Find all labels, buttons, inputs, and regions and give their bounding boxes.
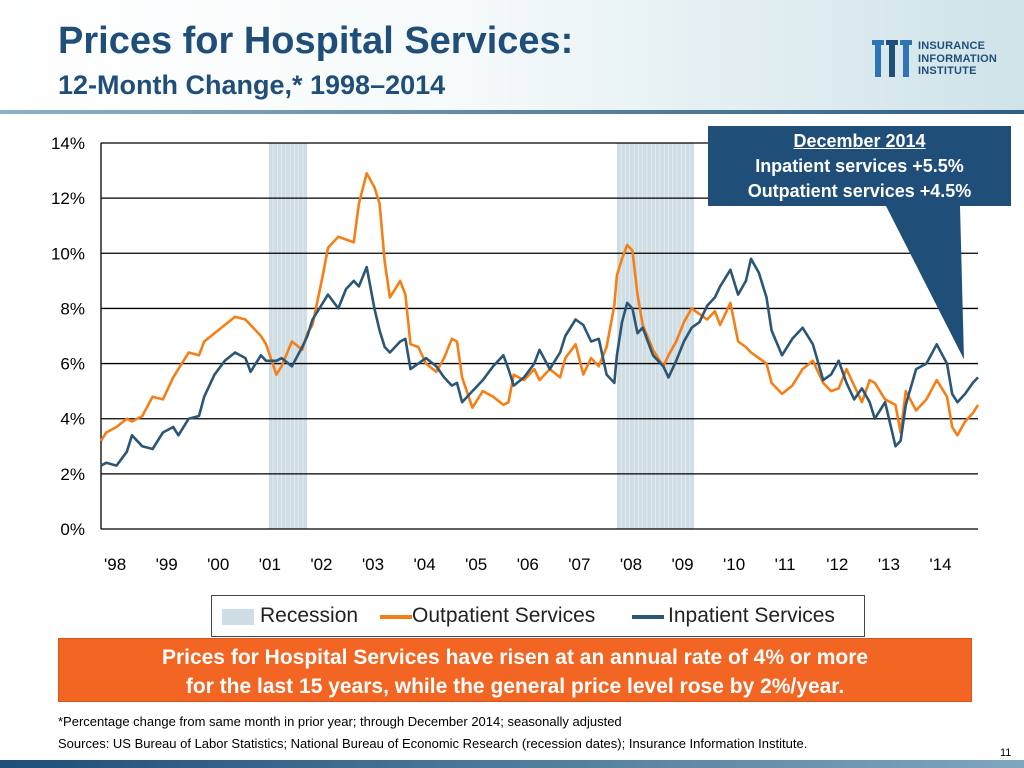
y-tick-label: 6% [60, 355, 85, 374]
legend-swatch-outpatient [380, 615, 412, 619]
x-tick-label: '98 [104, 555, 126, 574]
sources-note: Sources: US Bureau of Labor Statistics; … [58, 736, 808, 751]
x-tick-label: '14 [929, 555, 951, 574]
recession-band [268, 143, 308, 529]
callout-box: December 2014 Inpatient services +5.5% O… [708, 126, 1011, 206]
y-tick-label: 14% [51, 134, 85, 153]
footnote: *Percentage change from same month in pr… [58, 714, 622, 729]
y-tick-label: 0% [60, 520, 85, 539]
legend-label-inpatient: Inpatient Services [668, 604, 835, 627]
y-tick-label: 2% [60, 465, 85, 484]
callout-pointer [886, 206, 964, 360]
x-tick-label: '12 [826, 555, 848, 574]
header-band [0, 0, 1024, 110]
x-tick-label: '03 [362, 555, 384, 574]
x-tick-label: '99 [156, 555, 178, 574]
callout-heading: December 2014 [793, 131, 926, 151]
x-tick-label: '09 [671, 555, 693, 574]
y-tick-label: 8% [60, 299, 85, 318]
slide-subtitle: 12-Month Change,* 1998–2014 [58, 70, 446, 100]
slide-title: Prices for Hospital Services: [58, 20, 574, 62]
x-tick-label: '10 [723, 555, 745, 574]
logo-line: INFORMATION [918, 52, 997, 65]
banner-line-2: for the last 15 years, while the general… [185, 675, 845, 698]
logo-line: INSURANCE [918, 40, 986, 52]
x-tick-label: '08 [620, 555, 642, 574]
page-number: 11 [1000, 747, 1012, 759]
x-tick-label: '13 [878, 555, 900, 574]
x-tick-label: '07 [568, 555, 590, 574]
x-tick-label: '06 [517, 555, 539, 574]
x-tick-label: '11 [775, 555, 796, 574]
summary-banner: Prices for Hospital Services have risen … [58, 638, 972, 702]
chart-legend: Recession Outpatient Services Inpatient … [211, 595, 865, 637]
x-tick-label: '04 [414, 555, 436, 574]
logo-line: INSTITUTE [918, 65, 977, 77]
legend-swatch-recession [222, 609, 254, 625]
x-tick-label: '01 [259, 555, 281, 574]
y-tick-label: 10% [51, 244, 85, 263]
price-change-chart: 0% 2% 4% 6% 8% 10% 12% 14% '98 '99 '00 '01 '02 '03 '04… [51, 134, 980, 574]
footer-band [0, 760, 1024, 768]
header-divider [0, 110, 1024, 114]
y-tick-label: 12% [51, 189, 85, 208]
legend-label-outpatient: Outpatient Services [412, 604, 596, 627]
banner-line-1: Prices for Hospital Services have risen … [161, 646, 869, 669]
legend-label-recession: Recession [260, 604, 359, 627]
y-tick-label: 4% [60, 410, 85, 429]
callout-outpatient: Outpatient services +4.5% [747, 181, 972, 201]
x-tick-label: '00 [207, 555, 229, 574]
outpatient-services-line [99, 171, 980, 442]
legend-swatch-inpatient [632, 615, 664, 619]
logo-text: INSURANCE INFORMATION INSTITUTE [918, 40, 997, 78]
inpatient-services-line [100, 257, 979, 467]
x-tick-label: '05 [465, 555, 487, 574]
x-tick-label: '02 [310, 555, 332, 574]
callout-inpatient: Inpatient services +5.5% [755, 156, 964, 176]
logo-mark-icon [872, 40, 912, 77]
